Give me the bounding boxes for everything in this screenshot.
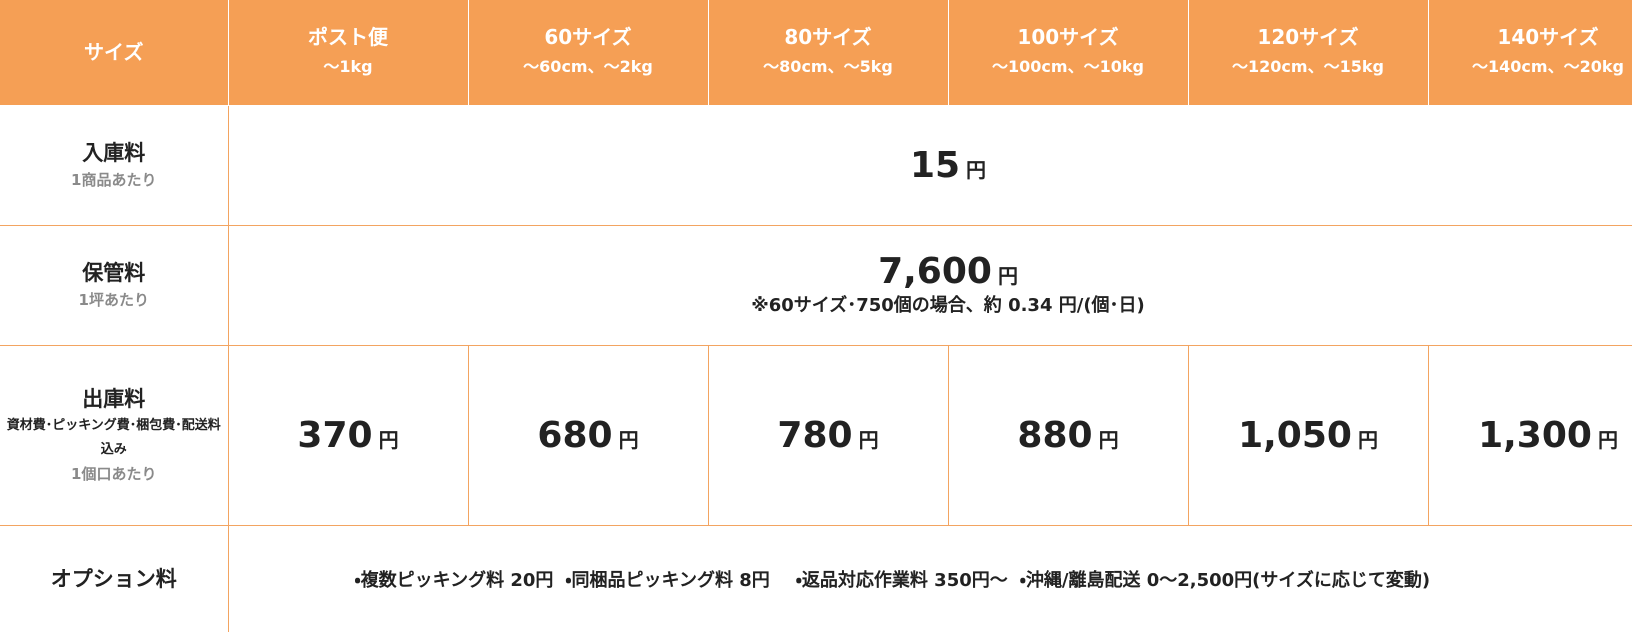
- price: 680: [537, 414, 613, 456]
- option: ・同梱品ピッキング料 8円: [565, 569, 770, 591]
- header-cell: 60サイズ ～60cm、～2kg: [467, 0, 709, 106]
- unit: 円: [378, 427, 399, 452]
- option: ・沖縄/離島配送 0～2,500円(サイズに応じて変動): [1019, 569, 1431, 591]
- option: ・複数ピッキング料 20円: [354, 569, 554, 591]
- unit: 円: [858, 427, 879, 452]
- row-head: 出庫料資材費･ピッキング費･梱包費･配送料込み 1個口あたり: [0, 344, 229, 526]
- price: 1,050: [1238, 414, 1352, 456]
- unit: 円: [1597, 427, 1618, 452]
- unit: 円: [1098, 427, 1119, 452]
- row-label: 入庫料: [82, 141, 146, 165]
- price: 370: [297, 414, 373, 456]
- price-cell: 370 円: [227, 344, 469, 526]
- row: 保管料 1坪あたり 7,600 円 ※60サイズ･750個の場合、約 0.34 円/(…: [0, 224, 1632, 346]
- row-sub: 1坪あたり: [78, 291, 149, 309]
- option: ・返品対応作業料 350円～: [795, 569, 1008, 591]
- size-spec: ～60cm、～2kg: [523, 57, 653, 77]
- header-label: サイズ: [84, 40, 144, 65]
- header-row: サイズ ポスト便 ～1kg 60サイズ ～60cm、～2kg 80サイズ ～80cm、…: [0, 0, 1632, 106]
- option-cell: ・複数ピッキング料 20円 ・同梱品ピッキング料 8円 ・返品対応作業料 350円～…: [227, 524, 1632, 632]
- note: ※60サイズ･750個の場合、約 0.34 円/(個･日): [751, 294, 1145, 316]
- size-spec: ～120cm、～15kg: [1232, 57, 1384, 77]
- row-sub: 1商品あたり: [71, 171, 157, 189]
- size-name: 140サイズ: [1497, 25, 1599, 50]
- price-cell: 15 円: [227, 104, 1632, 226]
- size-name: ポスト便: [308, 25, 388, 50]
- row-label: 保管料: [82, 261, 146, 285]
- unit: 円: [618, 427, 639, 452]
- row-label: オプション料: [50, 566, 177, 591]
- size-spec: ～100cm、～10kg: [992, 57, 1144, 77]
- price: 7,600: [878, 250, 992, 292]
- header-cell: ポスト便 ～1kg: [227, 0, 469, 106]
- size-spec: ～80cm、～5kg: [763, 57, 893, 77]
- price: 880: [1017, 414, 1093, 456]
- header-cell: 80サイズ ～80cm、～5kg: [707, 0, 949, 106]
- header-cell: サイズ: [0, 0, 229, 106]
- price: 780: [777, 414, 853, 456]
- price-cell: 680 円: [467, 344, 709, 526]
- row-detail: 資材費･ピッキング費･梱包費･配送料込み: [6, 418, 221, 457]
- price-cell: 7,600 円 ※60サイズ･750個の場合、約 0.34 円/(個･日): [227, 224, 1632, 346]
- size-spec: ～140cm、～20kg: [1472, 57, 1624, 77]
- unit: 円: [997, 263, 1018, 288]
- size-name: 60サイズ: [544, 25, 632, 50]
- header-cell: 140サイズ ～140cm、～20kg: [1427, 0, 1632, 106]
- size-name: 120サイズ: [1257, 25, 1359, 50]
- price-cell: 1,050 円: [1187, 344, 1429, 526]
- price-cell: 1,300 円: [1427, 344, 1632, 526]
- row-head: 保管料 1坪あたり: [0, 224, 229, 346]
- row: 入庫料 1商品あたり 15 円: [0, 104, 1632, 226]
- row-head: 入庫料 1商品あたり: [0, 104, 229, 226]
- header-cell: 120サイズ ～120cm、～15kg: [1187, 0, 1429, 106]
- row-sub: 1個口あたり: [71, 465, 157, 483]
- price-cell: 880 円: [947, 344, 1189, 526]
- price: 15: [909, 144, 961, 186]
- row: 出庫料 資材費･ピッキング費･梱包費･配送料込み 1個口あたり 370 円 680 円 …: [0, 344, 1632, 526]
- unit: 円: [966, 157, 987, 182]
- header-cell: 100サイズ ～100cm、～10kg: [947, 0, 1189, 106]
- price: 1,300: [1478, 414, 1592, 456]
- row: オプション料 ・複数ピッキング料 20円 ・同梱品ピッキング料 8円 ・返品対応作業…: [0, 524, 1632, 632]
- row-head: オプション料: [0, 524, 229, 632]
- size-name: 80サイズ: [784, 25, 872, 50]
- size-name: 100サイズ: [1017, 25, 1119, 50]
- size-spec: ～1kg: [323, 57, 373, 77]
- row-label: 出庫料: [82, 387, 146, 411]
- unit: 円: [1357, 427, 1378, 452]
- price-cell: 780 円: [707, 344, 949, 526]
